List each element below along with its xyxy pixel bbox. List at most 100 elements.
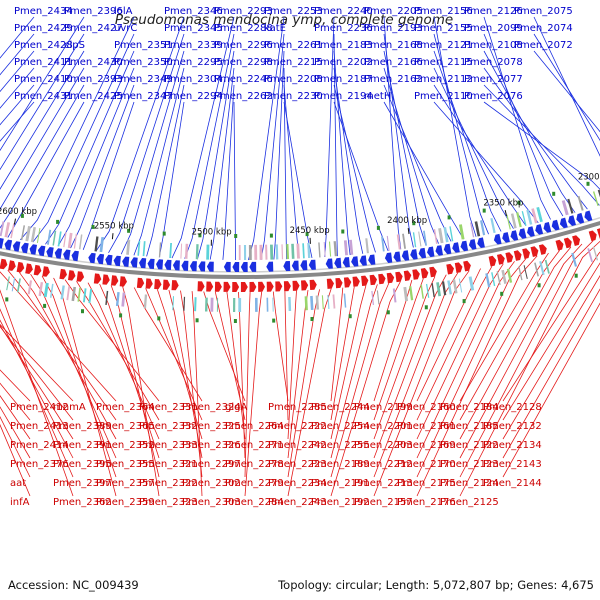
forward-gene-label: Pmen_2411 [14,57,73,68]
reverse-gene-arrow [119,276,127,287]
feature-band-mark [47,229,52,245]
feature-band-mark [63,232,67,248]
reverse-leader-line [145,288,203,421]
forward-gene-label: Pmen_2187 [314,74,373,85]
reverse-gene-label: Pmen_2184 [440,402,499,413]
forward-gene-arrow [4,239,13,251]
forward-gene-arrow [334,257,342,269]
reverse-gene-label: Pmen_2362 [53,497,112,508]
forward-leader-line [171,16,235,259]
feature-band-mark [57,231,62,247]
feature-band-mark [431,282,435,298]
marker-dot [162,231,166,236]
feature-band-mark [536,206,543,223]
feature-band-mark [571,252,578,267]
forward-gene-label: Pmen_2208 [264,74,323,85]
feature-band-mark [433,228,438,245]
reverse-leader-line [459,252,549,402]
reverse-gene-label: Pmen_2322 [139,478,198,489]
forward-gene-label: uvrC [114,23,137,34]
reverse-gene-arrow [361,275,369,286]
reverse-gene-arrow [301,280,309,291]
reverse-gene-label: Pmen_2222 [268,421,327,432]
forward-gene-arrow [410,249,418,260]
marker-dot [537,283,541,288]
feature-band-mark [480,220,486,236]
forward-gene-arrow [240,262,248,272]
feature-band-mark [458,224,465,240]
feature-band-mark [296,243,300,259]
forward-gene-label: Pmen_2410 [14,74,73,85]
forward-leader-line [95,16,185,252]
forward-gene-arrow [359,255,367,266]
reverse-leader-line [0,289,74,497]
forward-gene-arrow [0,238,4,249]
feature-band-mark [592,191,599,207]
feature-band-mark [506,214,511,230]
forward-gene-label: Pmen_2202 [314,57,373,68]
feature-band-mark [396,234,401,250]
forward-gene-label: Pmen_2262 [214,91,273,102]
forward-gene-arrow [502,232,510,243]
marker-dot [574,273,578,278]
reverse-gene-label: infA [10,497,30,508]
reverse-gene-arrow [292,280,300,291]
reverse-leader-line [0,324,74,440]
forward-gene-label: Pmen_2294 [164,91,223,102]
feature-band-mark [521,211,527,226]
marker-dot [91,224,95,229]
reverse-leader-line [287,288,332,497]
feature-band-mark [16,278,21,293]
kbp-tick [504,209,507,217]
forward-gene-arrow [283,261,291,272]
reverse-gene-label: Pmen_2243 [268,497,327,508]
reverse-gene-arrow [154,279,162,290]
marker-dot [462,299,466,304]
reverse-gene-arrow [240,282,248,292]
forward-gene-arrow [443,243,452,255]
reverse-leader-line [330,285,367,440]
feature-band-mark [172,296,174,311]
forward-gene-arrow [105,254,113,266]
reverse-gene-label: Pmen_2157 [354,497,413,508]
feature-band-mark [49,283,54,298]
forward-gene-label: Pmen_2345 [164,23,223,34]
reverse-gene-arrow [588,230,597,242]
feature-band-mark [449,226,454,242]
feature-band-mark [518,266,523,281]
forward-gene-arrow [559,217,568,229]
reverse-gene-arrow [214,281,222,292]
forward-gene-arrow [308,259,316,270]
forward-gene-label: Pmen_2162 [364,74,423,85]
forward-leader-line [533,50,600,133]
forward-gene-label: clpS [64,40,85,51]
forward-leader-line [324,16,335,258]
feature-band-mark [310,295,314,310]
kbp-tick [407,228,410,235]
reverse-gene-label: Pmen_2395 [53,459,112,470]
reverse-leader-line [287,290,297,440]
reverse-leader-line [226,291,246,440]
reverse-gene-arrow [258,281,265,292]
feature-band-mark [328,241,332,257]
reverse-gene-arrow [93,273,102,284]
forward-gene-label: Pmen_2099 [464,23,523,34]
forward-gene-label: Pmen_2347 [114,91,173,102]
feature-band-mark [490,217,496,234]
forward-leader-line [209,67,235,260]
forward-leader-line [433,67,514,229]
forward-gene-arrow [63,249,71,260]
reverse-leader-line [287,290,309,459]
feature-band-mark [184,243,189,259]
forward-leader-line [108,33,185,253]
reverse-gene-arrow [403,270,412,281]
feature-band-mark [392,288,397,303]
reverse-gene-label: Pmen_2123 [440,459,499,470]
reverse-gene-label: Pmen_2324 [182,402,241,413]
forward-leader-line [433,101,539,223]
reverse-gene-arrow [335,278,343,289]
forward-gene-arrow [477,237,485,248]
marker-dot [272,318,276,323]
reverse-gene-arrow [429,266,437,278]
